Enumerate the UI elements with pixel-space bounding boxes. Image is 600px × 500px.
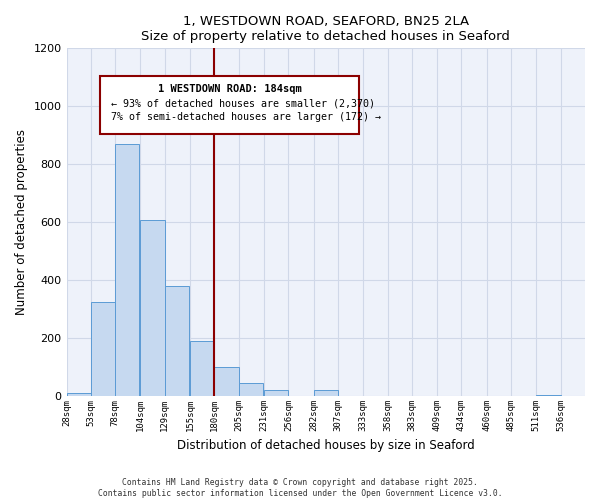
Bar [67, 393, 91, 396]
Text: 7% of semi-detached houses are larger (172) →: 7% of semi-detached houses are larger (1… [110, 112, 380, 122]
Bar [190, 341, 214, 396]
Bar [214, 367, 239, 396]
X-axis label: Distribution of detached houses by size in Seaford: Distribution of detached houses by size … [177, 440, 475, 452]
Bar [165, 286, 189, 396]
Bar [91, 302, 115, 396]
Y-axis label: Number of detached properties: Number of detached properties [15, 129, 28, 315]
Bar [239, 383, 263, 396]
Bar [140, 220, 165, 396]
Bar [536, 394, 560, 396]
Title: 1, WESTDOWN ROAD, SEAFORD, BN25 2LA
Size of property relative to detached houses: 1, WESTDOWN ROAD, SEAFORD, BN25 2LA Size… [142, 15, 510, 43]
Text: 1 WESTDOWN ROAD: 184sqm: 1 WESTDOWN ROAD: 184sqm [158, 84, 302, 94]
FancyBboxPatch shape [100, 76, 359, 134]
Bar [264, 390, 289, 396]
Bar [115, 144, 139, 396]
Text: Contains HM Land Registry data © Crown copyright and database right 2025.
Contai: Contains HM Land Registry data © Crown c… [98, 478, 502, 498]
Text: ← 93% of detached houses are smaller (2,370): ← 93% of detached houses are smaller (2,… [110, 98, 374, 108]
Bar [314, 390, 338, 396]
